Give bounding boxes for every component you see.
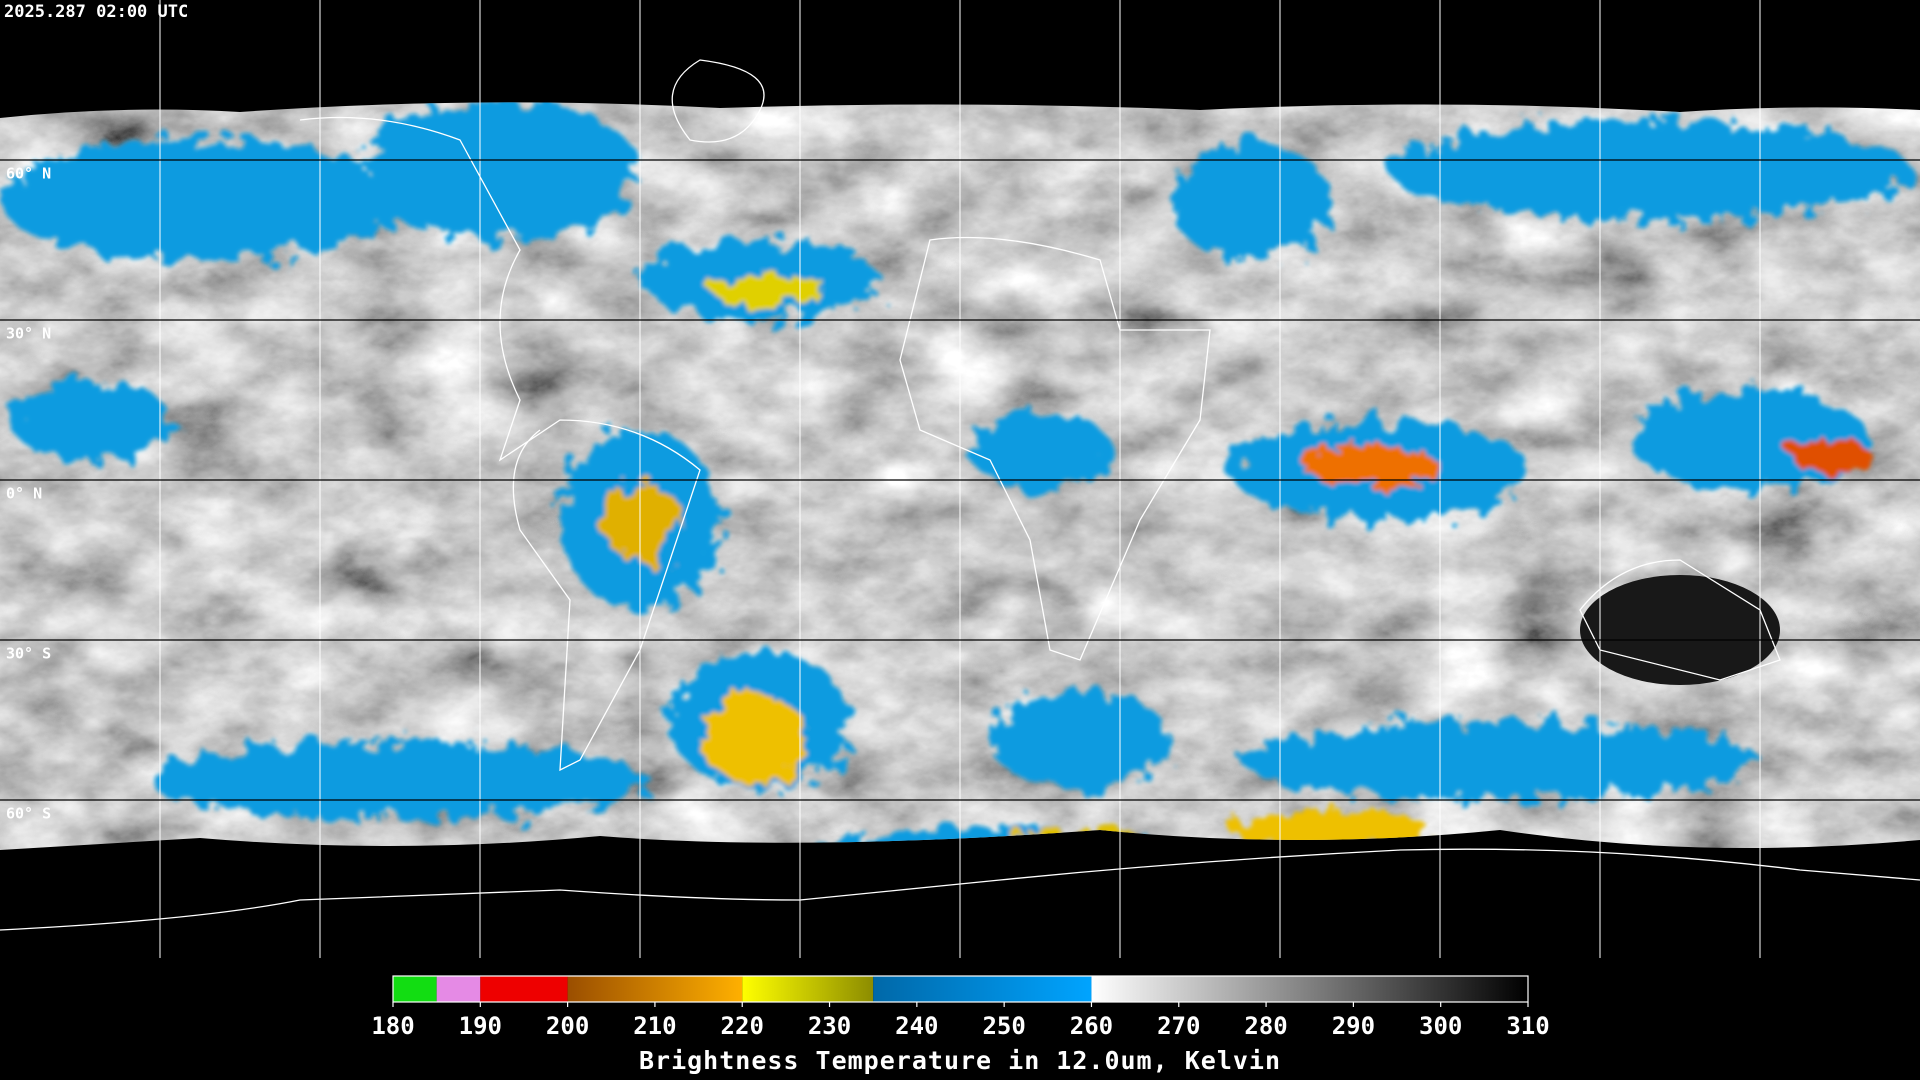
colorbar-tick-label: 260 (1070, 1012, 1113, 1040)
colorbar-segment (742, 976, 874, 1002)
colorbar-tick-label: 230 (808, 1012, 851, 1040)
colorbar-segment (873, 976, 1092, 1002)
colorbar: 180 190 200 210 220 230 240 250 260 270 280 290 300 3… (371, 975, 1550, 1040)
colorbar-tick-label: 280 (1244, 1012, 1287, 1040)
colorbar-tick-label: 200 (546, 1012, 589, 1040)
africa-outline (899, 236, 1211, 661)
coastlines (0, 59, 1920, 931)
antarctica-outline (0, 848, 1920, 931)
latitude-label: 30° N (6, 325, 51, 343)
timestamp: 2025.287 02:00 UTC (4, 2, 188, 22)
colorbar-title: Brightness Temperature in 12.0um, Kelvin (639, 1046, 1281, 1075)
graticule: 60° N 30° N 0° N 30° S 60° S (6, 0, 1761, 958)
colorbar-frame (392, 975, 1529, 1003)
colorbar-tick-label: 290 (1332, 1012, 1375, 1040)
greenland-outline (671, 59, 765, 143)
colorbar-segment (1091, 976, 1528, 1002)
colorbar-tick-label: 240 (895, 1012, 938, 1040)
colorbar-segment (567, 976, 743, 1002)
colorbar-tick-label: 180 (371, 1012, 414, 1040)
australia-warm-land (1580, 575, 1780, 685)
latitude-label: 60° N (6, 165, 51, 183)
australia-outline (1579, 559, 1781, 681)
colorbar-segment (436, 976, 481, 1002)
latitude-label: 0° N (6, 485, 42, 503)
colorbar-tick-label: 220 (721, 1012, 764, 1040)
latitude-label: 60° S (6, 805, 51, 823)
colorbar-tick-label: 310 (1506, 1012, 1549, 1040)
colorbar-tick-label: 250 (982, 1012, 1025, 1040)
colorbar-segment (480, 976, 568, 1002)
colorbar-tick-label: 300 (1419, 1012, 1462, 1040)
colorbar-tick-label: 210 (633, 1012, 676, 1040)
colorbar-tick-label: 190 (459, 1012, 502, 1040)
colorbar-tick-label: 270 (1157, 1012, 1200, 1040)
latitude-label: 30° S (6, 645, 51, 663)
colorbar-segment (393, 976, 437, 1002)
americas-outline (299, 116, 701, 772)
